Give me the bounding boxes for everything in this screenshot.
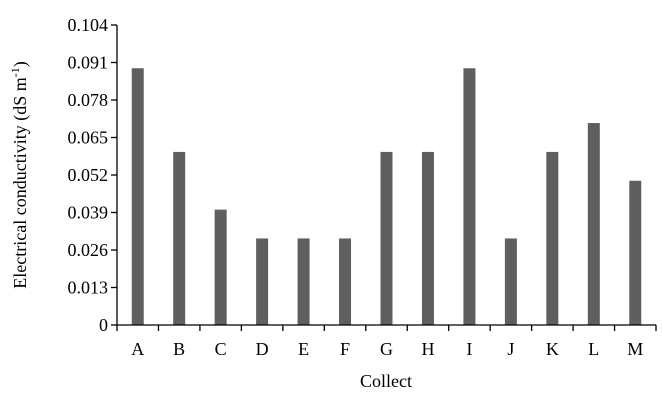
x-tick-label: C [215, 339, 227, 359]
y-ticks-group: 0 0.013 0.026 0.039 0.052 0.065 0.078 0.091 0.10… [68, 15, 117, 335]
bar-f [339, 238, 352, 325]
x-tick-label: K [546, 339, 559, 359]
y-axis-title-close: ) [10, 61, 31, 67]
y-tick-label: 0.091 [68, 53, 109, 73]
x-tick-label: E [298, 339, 309, 359]
x-tick-label: L [588, 339, 599, 359]
y-tick-label: 0.104 [68, 15, 109, 35]
x-tick-label: J [507, 339, 514, 359]
x-tick-label: I [466, 339, 472, 359]
bar-k [546, 151, 559, 325]
bar-l [587, 123, 600, 325]
y-axis-title-superscript: -1 [8, 67, 22, 77]
y-tick-label: 0 [99, 315, 108, 335]
y-tick-label: 0.078 [68, 90, 109, 110]
bar-j [504, 238, 517, 325]
bar-m [629, 180, 642, 325]
x-tick-label: G [380, 339, 393, 359]
bar-e [297, 238, 310, 325]
bar-g [380, 151, 393, 325]
y-tick-label: 0.065 [68, 128, 109, 148]
x-tick-label: F [340, 339, 350, 359]
y-axis-title-main: Electrical conductivity (dS m [10, 77, 31, 288]
bar-h [421, 151, 434, 325]
y-axis-title: Electrical conductivity (dS m-1) [8, 61, 31, 288]
bar-i [463, 68, 476, 326]
bar-c [214, 209, 227, 325]
x-tick-label: M [627, 339, 643, 359]
bar-a [131, 68, 144, 326]
bar-b [173, 151, 186, 325]
bars-group [131, 68, 642, 326]
x-tick-label: D [256, 339, 269, 359]
x-tick-label: A [131, 339, 144, 359]
bar-d [256, 238, 269, 325]
y-tick-label: 0.026 [68, 240, 109, 260]
x-axis-title: Collect [360, 371, 412, 391]
x-ticks-group: A B C D E F G H I J K L M [116, 325, 657, 359]
y-tick-label: 0.039 [68, 203, 109, 223]
y-tick-label: 0.052 [68, 165, 109, 185]
x-tick-label: B [173, 339, 185, 359]
y-tick-label: 0.013 [68, 278, 109, 298]
x-tick-label: H [421, 339, 434, 359]
